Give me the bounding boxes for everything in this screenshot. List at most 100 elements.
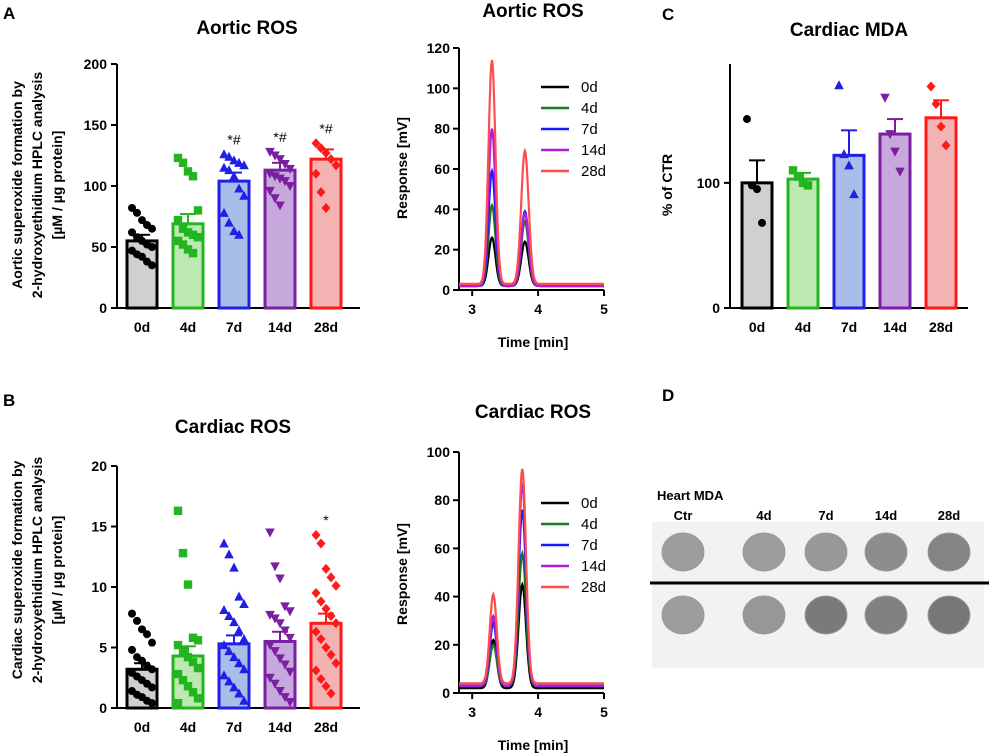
cardiac-bar-ytick-label: 10 (91, 579, 107, 595)
blot-lane-label: 14d (875, 508, 897, 523)
cardiac-bar-point (280, 626, 290, 636)
panel-label-c: C (662, 5, 674, 24)
aortic-bar-point (270, 194, 280, 204)
cardiac-bar-point (193, 636, 203, 645)
aortic-bar-bar-28d (309, 157, 343, 310)
aortic-bar-xtick-label: 28d (314, 319, 338, 335)
blot-lane-label: 7d (818, 508, 833, 523)
aortic-bar-point (234, 157, 244, 167)
cardiac-trace-ytick-label: 80 (434, 492, 450, 508)
aortic-trace-legend-label: 4d (581, 100, 598, 117)
aortic-bar-ylabel-3: [µM / µg protein] (49, 131, 65, 240)
aortic-bar-point (219, 149, 229, 159)
cardiac-trace-ytick-label: 40 (434, 589, 450, 605)
cardiac-bar-point (234, 591, 244, 601)
aortic-trace-legend-label: 28d (581, 163, 606, 180)
cardiac-mda-bar-0d (740, 181, 774, 310)
aortic-bar-point (138, 216, 146, 225)
cardiac-mda-point (931, 99, 941, 110)
aortic-bar-point (173, 153, 183, 163)
blot-spot-row2 (742, 595, 786, 635)
cardiac-bar-point (219, 538, 229, 548)
cardiac-trace-legend-label: 14d (581, 558, 606, 575)
aortic-bar-ytick-label: 100 (84, 178, 108, 194)
heart-mda-blot: Heart MDA Ctr 4d 7d 14d 28d (650, 488, 989, 668)
cardiac-bar-point (265, 673, 275, 683)
cardiac-bar-point (265, 610, 275, 620)
aortic-bar-point (311, 138, 321, 149)
cardiac-bar-point (188, 657, 198, 667)
cardiac-bar-point (188, 633, 198, 643)
aortic-bar-point (188, 230, 198, 239)
aortic-bar-point (331, 160, 341, 171)
cardiac-mda-point (941, 140, 951, 151)
cardiac-bar-point (239, 695, 249, 705)
cardiac-bar-ylabel: Cardiac superoxide formation by 2-hydrox… (9, 457, 65, 684)
cardiac-bar-ylabel-3: [µM / µg protein] (49, 516, 65, 625)
aortic-bar-xtick-label: 4d (180, 319, 196, 335)
blot-spot-row1 (742, 532, 786, 572)
aortic-ros-trace-chart: Aortic ROS Time [min] Response [mV] 0 20 4… (394, 1, 608, 350)
cardiac-bar-point (239, 664, 249, 674)
cardiac-bar-significance: * (323, 512, 329, 528)
aortic-trace-ytick-label: 80 (434, 121, 450, 137)
aortic-trace-xlabel: Time [min] (498, 334, 569, 350)
aortic-bar-point (224, 165, 234, 175)
cardiac-mda-point (895, 167, 905, 177)
cardiac-mda-point (834, 80, 844, 90)
aortic-bar-point (224, 217, 234, 227)
aortic-bar-point (188, 172, 198, 181)
aortic-bar-point (178, 240, 188, 249)
blot-spot-row2 (661, 595, 705, 635)
cardiac-bar-xtick-label: 14d (268, 719, 292, 735)
aortic-bar-point (280, 160, 290, 170)
cardiac-trace-xlabel: Time [min] (498, 737, 569, 753)
cardiac-bar-ytick-label: 20 (91, 458, 107, 474)
cardiac-mda-xtick-label: 0d (749, 319, 765, 335)
aortic-trace-ytick-label: 100 (427, 80, 451, 96)
cardiac-bar-ylabel-2: 2-hydroxyethidium HPLC analysis (29, 457, 45, 684)
cardiac-mda-xtick-label: 4d (795, 319, 811, 335)
aortic-bar-point (265, 186, 275, 196)
cardiac-trace-legend-label: 28d (581, 579, 606, 596)
aortic-bar-point (178, 158, 188, 168)
aortic-bar-point (148, 261, 156, 270)
aortic-bar-point (275, 201, 285, 211)
cardiac-bar-point (234, 658, 244, 668)
aortic-bar-point (285, 164, 295, 174)
aortic-trace-ytick-label: 20 (434, 242, 450, 258)
cardiac-mda-xtick-label: 7d (841, 319, 857, 335)
cardiac-bar-xtick-label: 4d (180, 719, 196, 735)
blot-lane-label: 28d (938, 508, 960, 523)
cardiac-bar-point (311, 588, 321, 599)
aortic-bar-ylabel-2: 2-hydroxyethidium HPLC analysis (29, 72, 45, 299)
aortic-trace-trace-28d (459, 59, 604, 285)
cardiac-bar-point (148, 699, 156, 708)
aortic-bar-significance: *# (319, 120, 332, 136)
aortic-bar-point (183, 245, 193, 254)
panel-label-d: D (662, 386, 674, 405)
panel-label-b: B (3, 391, 15, 410)
cardiac-bar-ytick-label: 0 (99, 700, 107, 716)
cardiac-mda-point (758, 218, 766, 227)
aortic-bar-point (239, 160, 249, 170)
aortic-bar-point (239, 190, 249, 200)
cardiac-bar-point (173, 698, 183, 708)
aortic-bar-point (229, 226, 239, 236)
cardiac-bar-point (128, 609, 136, 618)
cardiac-mda-bar-14d (878, 132, 912, 310)
aortic-bar-point (229, 171, 239, 181)
cardiac-bar-xtick-label: 28d (314, 719, 338, 735)
aortic-bar-point (128, 228, 136, 237)
cardiac-bar-point (270, 679, 280, 689)
aortic-bar-point (265, 169, 275, 179)
cardiac-bar-xtick-label: 0d (134, 719, 150, 735)
cardiac-ros-bar-chart: Cardiac ROS Cardiac superoxide formation… (9, 417, 360, 735)
cardiac-bar-point (229, 617, 239, 627)
blot-spot-row1 (661, 532, 705, 572)
aortic-trace-title: Aortic ROS (482, 1, 583, 22)
cardiac-bar-point (148, 665, 156, 674)
panel-label-a: A (3, 4, 15, 23)
aortic-bar-ytick-label: 150 (84, 117, 108, 133)
cardiac-bar-point (229, 682, 239, 692)
